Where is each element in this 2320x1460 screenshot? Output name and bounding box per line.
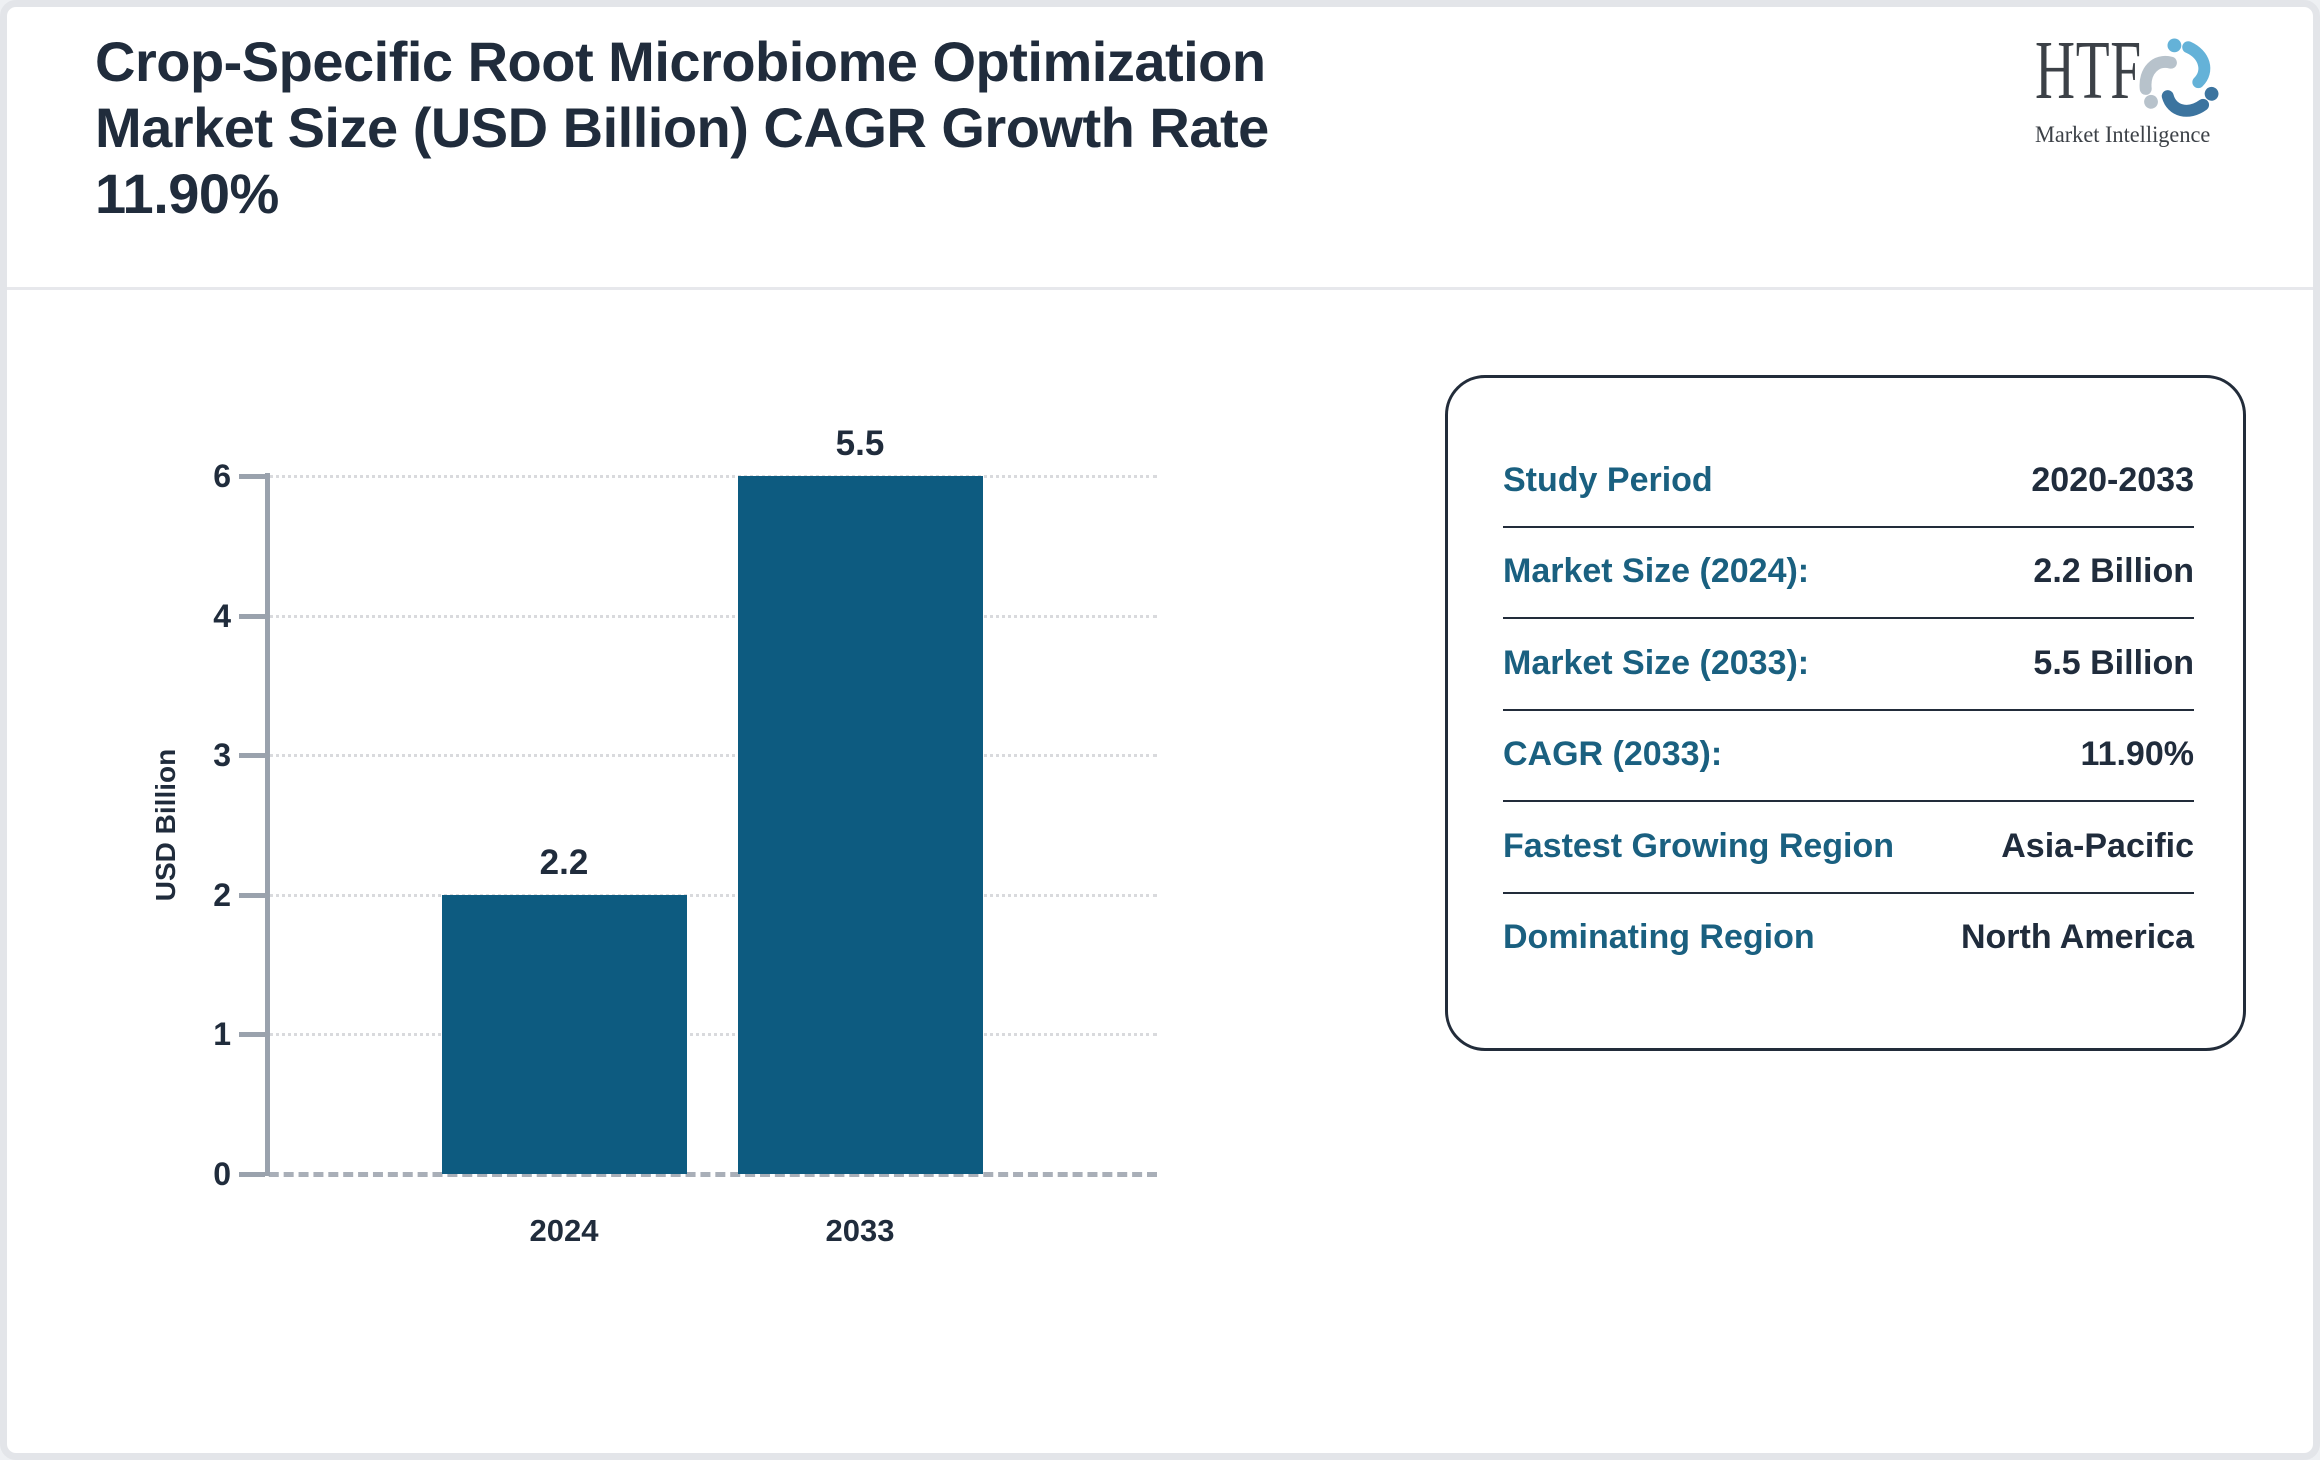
bar-value-label: 2.2 — [539, 843, 589, 882]
y-tick-label: 1 — [213, 1016, 231, 1052]
panel-row-divider — [1503, 800, 2194, 802]
panel-row-divider — [1503, 525, 2194, 528]
panel-row-divider — [1503, 708, 2194, 711]
panel-row: Market Size (2024): 2.2 Billion — [1503, 540, 2194, 604]
y-tick-mark — [239, 893, 265, 898]
panel-row: Market Size (2033): 5.5 Billion — [1503, 631, 2194, 695]
panel-row-label: Fastest Growing Region — [1503, 826, 1895, 865]
logo-tagline: Market Intelligence — [2035, 122, 2211, 147]
y-axis-line — [265, 473, 270, 1176]
y-tick-label: 0 — [213, 1156, 231, 1192]
panel-row-divider — [1503, 617, 2194, 619]
panel-row-label: Dominating Region — [1503, 918, 1815, 956]
htf-logo: HTF Market Intelligence — [2035, 29, 2235, 159]
y-tick-mark — [239, 1032, 265, 1037]
logo-text: HTF — [2035, 24, 2142, 117]
y-tick-mark — [239, 753, 265, 758]
page-title: Crop-Specific Root Microbiome Optimizati… — [95, 30, 1269, 225]
panel-row-value: 2.2 Billion — [2033, 552, 2194, 590]
panel-row-label: Market Size (2033): — [1503, 643, 1810, 682]
logo-swirl-icon — [2139, 38, 2219, 117]
panel-row-value: North America — [1960, 918, 2194, 956]
panel-row-value: 11.90% — [2080, 735, 2194, 773]
panel-row: CAGR (2033): 11.90% — [1503, 723, 2194, 787]
market-summary-panel: Study Period 2020-2033 Market Size (2024):… — [1445, 375, 2246, 1051]
panel-row-divider — [1503, 891, 2194, 894]
x-axis-baseline — [239, 1172, 1157, 1177]
y-tick-label: 2 — [213, 877, 231, 913]
y-tick-mark — [239, 1172, 265, 1177]
panel-row: Fastest Growing Region Asia-Pacific — [1503, 814, 2194, 878]
header-divider — [7, 287, 2313, 290]
gridline — [263, 475, 1157, 478]
panel-row-label: CAGR (2033): — [1503, 735, 1723, 773]
y-tick-label: 6 — [213, 458, 231, 494]
gridline — [263, 1033, 1157, 1036]
panel-row: Study Period 2020-2033 — [1503, 448, 2194, 512]
x-tick-label: 2024 — [529, 1213, 599, 1248]
y-axis-title: USD Billion — [150, 748, 181, 902]
bar-2033 — [737, 476, 983, 1174]
panel-row-value: 5.5 Billion — [2033, 643, 2194, 682]
panel-row: Dominating Region North America — [1503, 906, 2194, 970]
bar-value-label: 5.5 — [835, 424, 885, 463]
y-tick-label: 3 — [213, 737, 231, 773]
y-tick-mark — [239, 614, 265, 619]
panel-row-label: Study Period — [1503, 460, 1713, 499]
gridline — [263, 754, 1157, 757]
gridline — [263, 894, 1157, 897]
panel-row-value: Asia-Pacific — [2001, 826, 2194, 865]
panel-row-label: Market Size (2024): — [1503, 552, 1810, 590]
x-tick-label: 2033 — [825, 1213, 895, 1248]
gridline — [263, 615, 1157, 618]
bar-2024 — [441, 895, 687, 1174]
y-tick-label: 4 — [213, 598, 231, 634]
y-tick-mark — [239, 474, 265, 479]
panel-row-value: 2020-2033 — [2031, 460, 2194, 499]
